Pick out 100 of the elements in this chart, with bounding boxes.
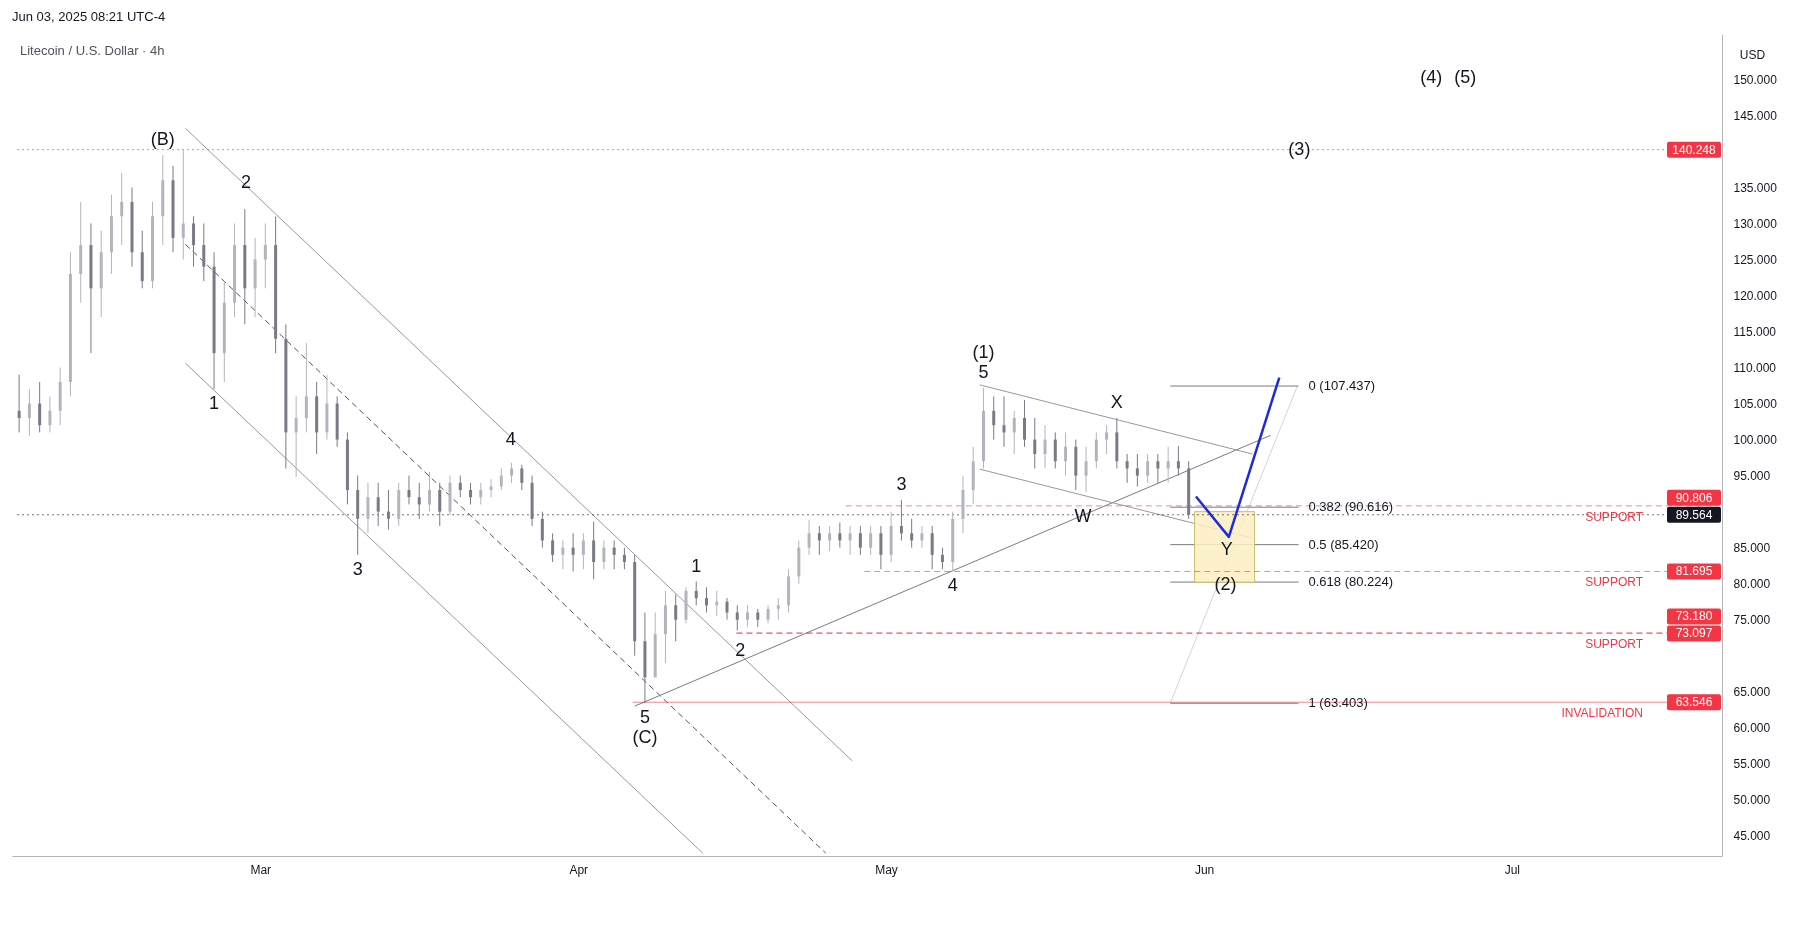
candlestick [1043,424,1047,469]
data-label: 73.097 [1675,626,1713,641]
y-tick-label: 100.000 [1733,433,1778,448]
candlestick [612,539,616,570]
series-label: 0.5 (85.420) [1308,536,1379,552]
annotation: (3) [1288,138,1311,159]
candlestick [1146,453,1150,484]
candlestick [428,471,431,513]
candlestick [479,482,483,505]
y-axis-title: USD [1739,47,1766,62]
y-tick-label: 120.000 [1733,289,1778,304]
y-tick-label: 110.000 [1733,361,1777,376]
y-tick-label: 105.000 [1733,397,1778,412]
candlestick [992,395,996,441]
annotation: (4) [1420,67,1443,87]
candlestick [1053,431,1057,469]
candlestick [571,532,575,572]
candlestick [1105,424,1109,455]
series-label: 0.382 (90.616) [1308,499,1394,515]
candlestick [592,521,596,580]
candlestick [1012,410,1016,455]
annotation: 1 [691,555,702,576]
candlestick [858,525,862,556]
candlestick [540,511,544,549]
candlestick [756,608,760,628]
candlestick [694,581,698,606]
candlestick [622,547,626,570]
candlestick [1176,445,1180,477]
y-tick-label: 75.000 [1733,613,1771,628]
annotation: 3 [352,558,363,579]
y-tick-label: 130.000 [1733,216,1778,231]
annotation: (B) [150,129,175,150]
candlestick [1166,446,1170,484]
candlestick [407,475,411,505]
x-tick-label: May [875,862,898,877]
candlestick [807,519,811,556]
candlestick [940,547,944,570]
candlestick [48,395,52,433]
y-tick-label: 135.000 [1733,180,1778,195]
candlestick [510,462,514,484]
annotation: 5 [639,707,650,728]
annotation: 4 [947,575,958,596]
candlestick [735,604,739,632]
candlestick [828,525,832,552]
candlestick [520,464,524,491]
annotation: 1 [209,393,220,414]
series-label: SUPPORT [1585,509,1644,524]
candlestick [551,532,555,563]
candlestick [1135,453,1139,487]
annotation: 2 [735,639,746,660]
candlestick [499,467,503,491]
data-label: 90.806 [1675,490,1713,505]
y-tick-label: 85.000 [1733,541,1771,556]
candlestick [1033,417,1037,469]
annotation: (1) [972,341,995,362]
candlestick [27,388,31,437]
y-tick-label: 50.000 [1733,793,1771,808]
candlestick [120,172,124,246]
y-tick-label: 115.000 [1733,325,1777,340]
text: Litecoin / U.S. Dollar · 4h [20,43,165,58]
candlestick [920,525,924,549]
data-label: 89.564 [1675,507,1713,522]
candlestick [879,525,883,570]
candlestick [376,482,380,527]
data-label: 81.695 [1675,564,1713,579]
candlestick [910,518,914,549]
series-label: SUPPORT [1585,575,1644,590]
y-tick-label: 55.000 [1733,757,1771,772]
candlestick [817,525,821,556]
candlestick [766,604,770,624]
candlestick [602,539,606,570]
annotation: X [1110,391,1123,412]
candlestick [192,215,196,268]
data-label: 140.248 [1672,142,1717,157]
candlestick [386,489,390,531]
annotation: 4 [505,428,516,449]
annotation: (5) [1454,67,1477,87]
annotation: 3 [896,474,907,495]
y-tick-label: 95.000 [1733,469,1771,484]
candlestick [848,525,852,556]
candlestick [458,475,462,498]
y-tick-label: 145.000 [1733,108,1778,123]
annotation: 5 [978,361,989,382]
candlestick [1002,395,1006,448]
data-label: 63.546 [1675,695,1713,710]
y-tick-label: 80.000 [1733,577,1771,592]
y-tick-label: 60.000 [1733,721,1771,736]
candlestick [869,525,873,556]
candlestick [1064,431,1068,477]
y-tick-label: 125.000 [1733,252,1778,267]
text: Jun 03, 2025 08:21 UTC-4 [12,9,166,24]
candlestick [366,482,370,534]
series-label: 0 (107.437) [1308,378,1376,394]
y-tick-label: 65.000 [1733,685,1771,700]
y-tick-label: 150.000 [1733,72,1778,87]
candlestick [1156,453,1160,484]
candlestick [704,586,708,613]
candlestick [776,597,780,621]
y-tick-label: 45.000 [1733,829,1771,844]
annotation: 2 [241,172,252,193]
